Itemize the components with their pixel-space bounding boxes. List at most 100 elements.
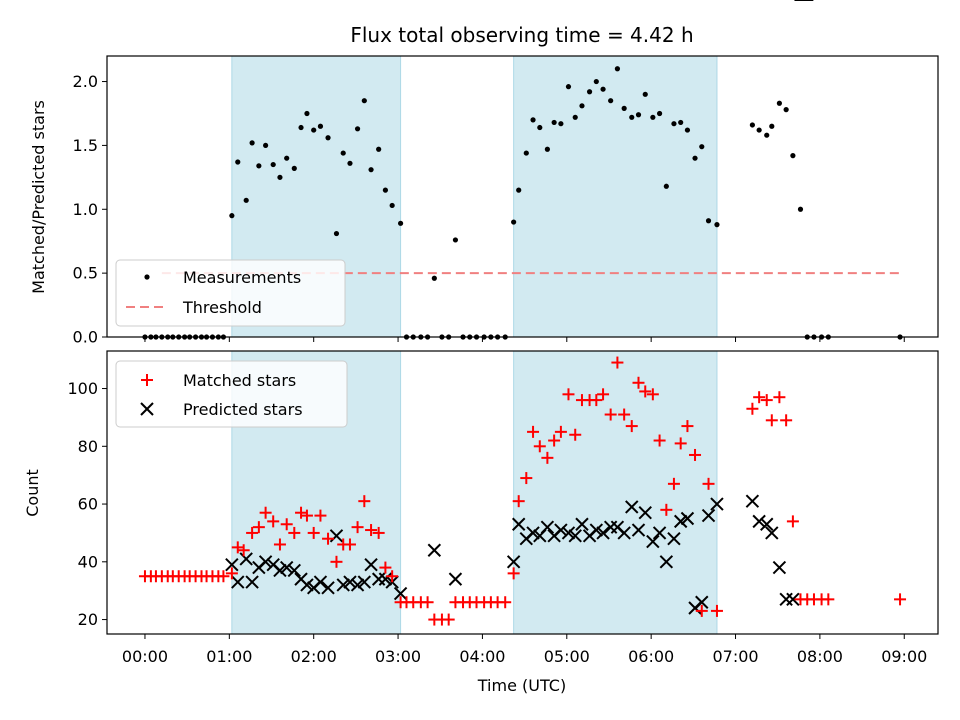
measurement-point [714, 222, 720, 228]
matched-star-point [765, 414, 778, 427]
matched-star-point [386, 570, 399, 583]
measurement-point [291, 165, 297, 171]
predicted-star-point [646, 534, 660, 549]
shaded-interval-2 [513, 55, 718, 338]
measurement-point [523, 150, 529, 156]
measurement-point [368, 167, 374, 173]
y-tick-label: 2.0 [73, 72, 98, 91]
measurement-point [243, 197, 249, 203]
predicted-star-point [329, 529, 344, 543]
matched-star-point [280, 518, 293, 531]
matched-star-point [639, 385, 652, 398]
predicted-star-point [631, 523, 646, 537]
matched-star-point [667, 477, 680, 490]
predicted-star-point [701, 508, 716, 523]
matched-star-point [295, 506, 308, 519]
predicted-star-point [554, 523, 568, 537]
predicted-star-point [589, 523, 604, 537]
measurement-point [304, 110, 310, 117]
matched-star-point [646, 388, 659, 401]
bottom-legend-box [115, 360, 348, 428]
matched-star-point [660, 503, 673, 516]
measurement-point [684, 127, 691, 133]
matched-star-point [365, 524, 378, 537]
x-tick-label: 07:00 [712, 647, 758, 666]
measurement-point [790, 153, 796, 159]
matched-star-point [322, 532, 335, 545]
predicted-star-point [231, 575, 245, 589]
legend-predicted-marker [140, 402, 154, 416]
predicted-star-point [568, 529, 582, 543]
top-legend: Measurements Threshold [115, 259, 346, 327]
matched-star-point [590, 394, 603, 407]
measurement-point [551, 119, 557, 126]
measurement-point [642, 91, 648, 97]
matched-star-point [314, 509, 327, 522]
matched-star-point [217, 570, 230, 583]
predicted-star-point [752, 514, 766, 529]
matched-star-point [632, 376, 645, 389]
top-plot-frame [106, 55, 939, 338]
matched-star-point [548, 434, 561, 447]
matched-star-point [746, 402, 759, 415]
predicted-star-point [596, 526, 610, 540]
matched-star-point [773, 391, 786, 404]
predicted-star-point [772, 560, 787, 575]
measurement-point [382, 187, 389, 193]
matched-star-point [618, 408, 631, 421]
predicted-stars-points [225, 0, 814, 615]
matched-star-point [351, 521, 364, 534]
matched-star-point [653, 434, 666, 447]
predicted-star-point [745, 494, 760, 508]
matched-star-point [267, 515, 280, 528]
matched-star-point [786, 515, 799, 528]
x-tick-label: 06:00 [628, 647, 674, 666]
measurement-point [756, 127, 762, 133]
measurement-point [635, 112, 642, 118]
measurement-point [764, 132, 770, 138]
predicted-star-point [625, 500, 639, 514]
matched-star-point [554, 425, 567, 438]
top-y-axis-label: Matched/Predicted stars [29, 100, 48, 294]
matched-star-point [252, 521, 265, 534]
y-tick-label: 80 [78, 437, 98, 456]
predicted-star-point [506, 555, 521, 569]
measurement-point [692, 155, 698, 161]
measurement-point [558, 121, 564, 127]
legend-measurements-label: Measurements [183, 268, 301, 287]
matched-star-point [689, 448, 702, 461]
y-tick-label: 60 [78, 495, 98, 514]
measurement-point [769, 123, 775, 129]
measurement-point [256, 163, 262, 169]
matched-star-point [307, 526, 320, 539]
matched-star-point [604, 408, 617, 421]
matched-star-point [288, 526, 301, 539]
y-tick-label: 1.5 [73, 136, 98, 155]
measurement-point [284, 155, 290, 161]
matched-star-point [231, 541, 244, 554]
bottom-panel: 20 40 60 80 100 00:00 01:00 02:00 03:00 04:00 05:… [23, 0, 939, 695]
measurement-point [249, 140, 255, 146]
y-tick-label: 100 [67, 379, 98, 398]
predicted-star-point [378, 572, 393, 586]
matched-stars-points [138, 356, 907, 626]
predicted-star-point [427, 543, 442, 557]
predicted-star-point [667, 531, 681, 546]
matched-star-point [695, 604, 708, 617]
x-tick-label: 03:00 [375, 647, 421, 666]
top-legend-box [115, 259, 346, 327]
predicted-star-point [575, 517, 589, 531]
matched-star-point [372, 526, 385, 539]
measurement-point [608, 98, 614, 104]
predicted-star-point [786, 592, 800, 607]
measurement-point [516, 187, 522, 193]
predicted-star-point [680, 511, 695, 526]
matched-star-point [760, 394, 773, 407]
predicted-star-point [617, 526, 631, 540]
measurement-point [537, 124, 543, 131]
bottom-plot-frame [106, 350, 939, 635]
x-tick-label: 04:00 [459, 647, 505, 666]
predicted-star-point [695, 595, 709, 609]
